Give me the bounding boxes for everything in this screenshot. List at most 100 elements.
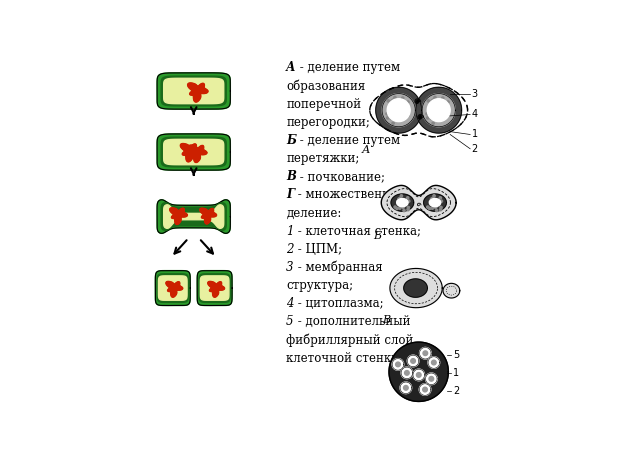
Circle shape bbox=[441, 98, 444, 101]
Polygon shape bbox=[400, 382, 412, 394]
Circle shape bbox=[440, 116, 442, 119]
Circle shape bbox=[445, 109, 447, 111]
Circle shape bbox=[407, 114, 409, 116]
Text: В: В bbox=[286, 170, 296, 183]
Text: А: А bbox=[362, 145, 370, 155]
Circle shape bbox=[392, 116, 395, 119]
Polygon shape bbox=[200, 276, 229, 300]
Circle shape bbox=[406, 106, 409, 109]
Text: деление:: деление: bbox=[286, 207, 342, 219]
Text: клеточной стенки: клеточной стенки bbox=[286, 352, 399, 365]
Circle shape bbox=[401, 117, 403, 120]
Polygon shape bbox=[419, 384, 431, 395]
Circle shape bbox=[432, 99, 435, 101]
Circle shape bbox=[403, 108, 405, 110]
Circle shape bbox=[443, 108, 445, 110]
Text: 2: 2 bbox=[472, 144, 478, 154]
Circle shape bbox=[401, 97, 404, 99]
Circle shape bbox=[426, 113, 428, 115]
Circle shape bbox=[399, 111, 401, 113]
Text: - деление путем: - деление путем bbox=[296, 61, 400, 74]
Circle shape bbox=[404, 110, 406, 112]
Text: А: А bbox=[286, 61, 296, 74]
Circle shape bbox=[397, 200, 399, 202]
Polygon shape bbox=[428, 99, 450, 121]
Circle shape bbox=[392, 99, 394, 101]
Circle shape bbox=[428, 207, 431, 210]
Circle shape bbox=[438, 108, 440, 110]
Circle shape bbox=[386, 113, 388, 115]
Polygon shape bbox=[392, 359, 404, 370]
Circle shape bbox=[438, 109, 440, 111]
Circle shape bbox=[439, 112, 442, 115]
Circle shape bbox=[435, 206, 436, 208]
Circle shape bbox=[401, 198, 403, 201]
Text: 2: 2 bbox=[286, 243, 294, 255]
Polygon shape bbox=[389, 342, 449, 401]
Polygon shape bbox=[411, 359, 415, 363]
Circle shape bbox=[399, 207, 401, 209]
Circle shape bbox=[444, 110, 447, 112]
Circle shape bbox=[399, 112, 401, 115]
Polygon shape bbox=[170, 208, 188, 225]
Circle shape bbox=[433, 203, 435, 205]
Polygon shape bbox=[164, 205, 224, 228]
Circle shape bbox=[392, 122, 394, 124]
Circle shape bbox=[401, 202, 404, 204]
Text: перетяжки;: перетяжки; bbox=[286, 152, 360, 165]
Circle shape bbox=[440, 208, 442, 211]
Polygon shape bbox=[157, 200, 230, 233]
Polygon shape bbox=[428, 357, 440, 368]
Circle shape bbox=[401, 106, 404, 109]
Circle shape bbox=[438, 111, 441, 113]
Circle shape bbox=[436, 107, 439, 109]
Polygon shape bbox=[188, 83, 208, 102]
Polygon shape bbox=[422, 94, 455, 127]
Circle shape bbox=[405, 109, 408, 111]
Polygon shape bbox=[391, 194, 413, 211]
Circle shape bbox=[433, 195, 435, 197]
Circle shape bbox=[387, 100, 389, 102]
Circle shape bbox=[401, 98, 403, 101]
Circle shape bbox=[396, 107, 399, 109]
Circle shape bbox=[400, 116, 403, 119]
Circle shape bbox=[399, 197, 401, 199]
Circle shape bbox=[434, 202, 436, 204]
Text: Б: Б bbox=[286, 134, 296, 147]
Circle shape bbox=[396, 207, 398, 210]
Polygon shape bbox=[166, 281, 182, 297]
Circle shape bbox=[442, 111, 444, 114]
Circle shape bbox=[396, 110, 398, 112]
Circle shape bbox=[392, 114, 394, 116]
Circle shape bbox=[434, 109, 436, 111]
Circle shape bbox=[434, 199, 436, 201]
Text: - почкование;: - почкование; bbox=[296, 170, 385, 183]
Circle shape bbox=[447, 101, 449, 103]
Circle shape bbox=[431, 207, 433, 209]
Polygon shape bbox=[416, 87, 461, 133]
Polygon shape bbox=[381, 185, 456, 220]
Circle shape bbox=[387, 117, 389, 119]
Polygon shape bbox=[161, 203, 227, 230]
Polygon shape bbox=[197, 270, 232, 305]
Circle shape bbox=[434, 201, 436, 203]
Polygon shape bbox=[396, 362, 400, 367]
Polygon shape bbox=[157, 134, 230, 170]
Polygon shape bbox=[376, 87, 422, 133]
Circle shape bbox=[433, 116, 435, 119]
Polygon shape bbox=[156, 270, 190, 305]
Polygon shape bbox=[423, 387, 428, 392]
Polygon shape bbox=[429, 376, 434, 381]
Circle shape bbox=[400, 195, 403, 197]
Circle shape bbox=[431, 100, 433, 102]
Polygon shape bbox=[157, 73, 230, 109]
Circle shape bbox=[440, 200, 443, 202]
Text: 4: 4 bbox=[472, 110, 477, 120]
Circle shape bbox=[427, 206, 429, 208]
Polygon shape bbox=[420, 347, 431, 359]
Text: - деление путем: - деление путем bbox=[296, 134, 400, 147]
Text: 3: 3 bbox=[472, 89, 477, 100]
Circle shape bbox=[429, 111, 431, 113]
Polygon shape bbox=[431, 360, 436, 365]
Text: - множественное: - множественное bbox=[294, 188, 404, 201]
